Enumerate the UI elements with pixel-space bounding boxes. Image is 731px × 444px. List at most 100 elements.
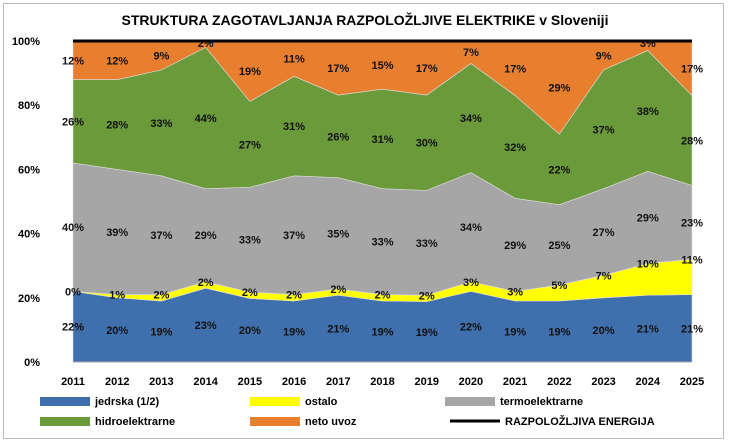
data-label: 20% xyxy=(239,325,261,337)
data-label: 40% xyxy=(62,222,84,234)
x-tick-label: 2020 xyxy=(459,376,483,388)
x-tick-label: 2025 xyxy=(680,376,704,388)
data-label: 31% xyxy=(371,134,393,146)
data-label: 17% xyxy=(416,63,438,75)
data-label: 3% xyxy=(507,286,523,298)
y-tick-label: 40% xyxy=(18,229,40,241)
data-label: 33% xyxy=(239,235,261,247)
y-tick-label: 20% xyxy=(18,293,40,305)
data-label: 2% xyxy=(286,290,302,302)
legend-label: RAZPOLOŽLJIVA ENERGIJA xyxy=(505,415,655,428)
data-label: 9% xyxy=(596,50,612,62)
x-tick-label: 2024 xyxy=(636,376,661,388)
chart-title: STRUKTURA ZAGOTAVLJANJA RAZPOLOŽLJIVE EL… xyxy=(122,11,609,28)
data-label: 21% xyxy=(637,324,659,336)
data-label: 21% xyxy=(327,324,349,336)
legend-label: termoelektrarne xyxy=(500,396,583,408)
data-label: 3% xyxy=(463,277,479,289)
x-tick-label: 2013 xyxy=(149,376,173,388)
x-tick-label: 2016 xyxy=(282,376,306,388)
data-label: 23% xyxy=(195,320,217,332)
data-label: 28% xyxy=(106,119,128,131)
y-tick-label: 80% xyxy=(18,100,40,112)
legend-label: jedrska (1/2) xyxy=(94,396,160,408)
data-label: 2% xyxy=(419,290,435,302)
data-label: 27% xyxy=(593,227,615,239)
data-label: 11% xyxy=(283,54,305,66)
data-label: 27% xyxy=(239,139,261,151)
x-tick-label: 2014 xyxy=(193,376,218,388)
data-label: 2% xyxy=(330,284,346,296)
y-tick-label: 0% xyxy=(24,357,40,369)
data-label: 7% xyxy=(463,47,479,59)
data-label: 2% xyxy=(375,290,391,302)
data-label: 33% xyxy=(371,237,393,249)
data-label: 26% xyxy=(62,116,84,128)
data-label: 5% xyxy=(551,280,567,292)
legend-label: ostalo xyxy=(305,396,338,408)
data-label: 21% xyxy=(681,323,703,335)
x-tick-label: 2011 xyxy=(61,376,85,388)
legend-swatch xyxy=(445,397,495,406)
data-label: 1% xyxy=(109,290,125,302)
data-label: 37% xyxy=(593,124,615,136)
data-label: 22% xyxy=(460,322,482,334)
data-label: 17% xyxy=(681,63,703,75)
data-label: 39% xyxy=(106,227,128,239)
data-label: 17% xyxy=(504,63,526,75)
data-label: 26% xyxy=(327,131,349,143)
data-label: 20% xyxy=(106,325,128,337)
data-label: 19% xyxy=(239,66,261,78)
data-label: 29% xyxy=(195,230,217,242)
data-label: 22% xyxy=(548,164,570,176)
data-label: 31% xyxy=(283,121,305,133)
legend-label: neto uvoz xyxy=(305,416,357,428)
legend-swatch xyxy=(40,397,90,406)
data-label: 7% xyxy=(596,270,612,282)
data-label: 12% xyxy=(106,55,128,67)
data-label: 9% xyxy=(153,50,169,62)
data-label: 2% xyxy=(153,290,169,302)
data-label: 29% xyxy=(637,212,659,224)
chart-frame xyxy=(3,3,724,439)
data-label: 35% xyxy=(327,228,349,240)
data-label: 28% xyxy=(681,136,703,148)
data-label: 15% xyxy=(371,60,393,72)
data-label: 29% xyxy=(548,83,570,95)
legend-swatch xyxy=(250,397,300,406)
data-label: 44% xyxy=(195,113,217,125)
data-label: 23% xyxy=(681,217,703,229)
data-label: 19% xyxy=(548,327,570,339)
data-label: 19% xyxy=(371,327,393,339)
x-tick-label: 2018 xyxy=(370,376,394,388)
data-label: 30% xyxy=(416,138,438,150)
data-label: 25% xyxy=(548,240,570,252)
x-tick-label: 2015 xyxy=(238,376,262,388)
data-label: 33% xyxy=(150,118,172,130)
x-tick-label: 2019 xyxy=(414,376,438,388)
data-label: 19% xyxy=(150,327,172,339)
data-label: 38% xyxy=(637,106,659,118)
y-tick-label: 100% xyxy=(12,36,40,48)
legend-label: hidroelektrarne xyxy=(95,416,175,428)
data-label: 34% xyxy=(460,113,482,125)
x-tick-label: 2021 xyxy=(503,376,527,388)
data-label: 34% xyxy=(460,222,482,234)
x-tick-label: 2022 xyxy=(547,376,571,388)
legend-swatch xyxy=(40,417,90,426)
data-label: 32% xyxy=(504,142,526,154)
data-label: 17% xyxy=(327,63,349,75)
data-label: 19% xyxy=(504,327,526,339)
data-label: 19% xyxy=(416,327,438,339)
data-label: 2% xyxy=(198,277,214,289)
data-label: 10% xyxy=(637,258,659,270)
data-label: 0% xyxy=(65,286,81,298)
data-label: 29% xyxy=(504,240,526,252)
data-label: 12% xyxy=(62,55,84,67)
data-label: 37% xyxy=(150,230,172,242)
x-tick-label: 2012 xyxy=(105,376,129,388)
y-tick-label: 60% xyxy=(18,164,40,176)
data-label: 19% xyxy=(283,327,305,339)
